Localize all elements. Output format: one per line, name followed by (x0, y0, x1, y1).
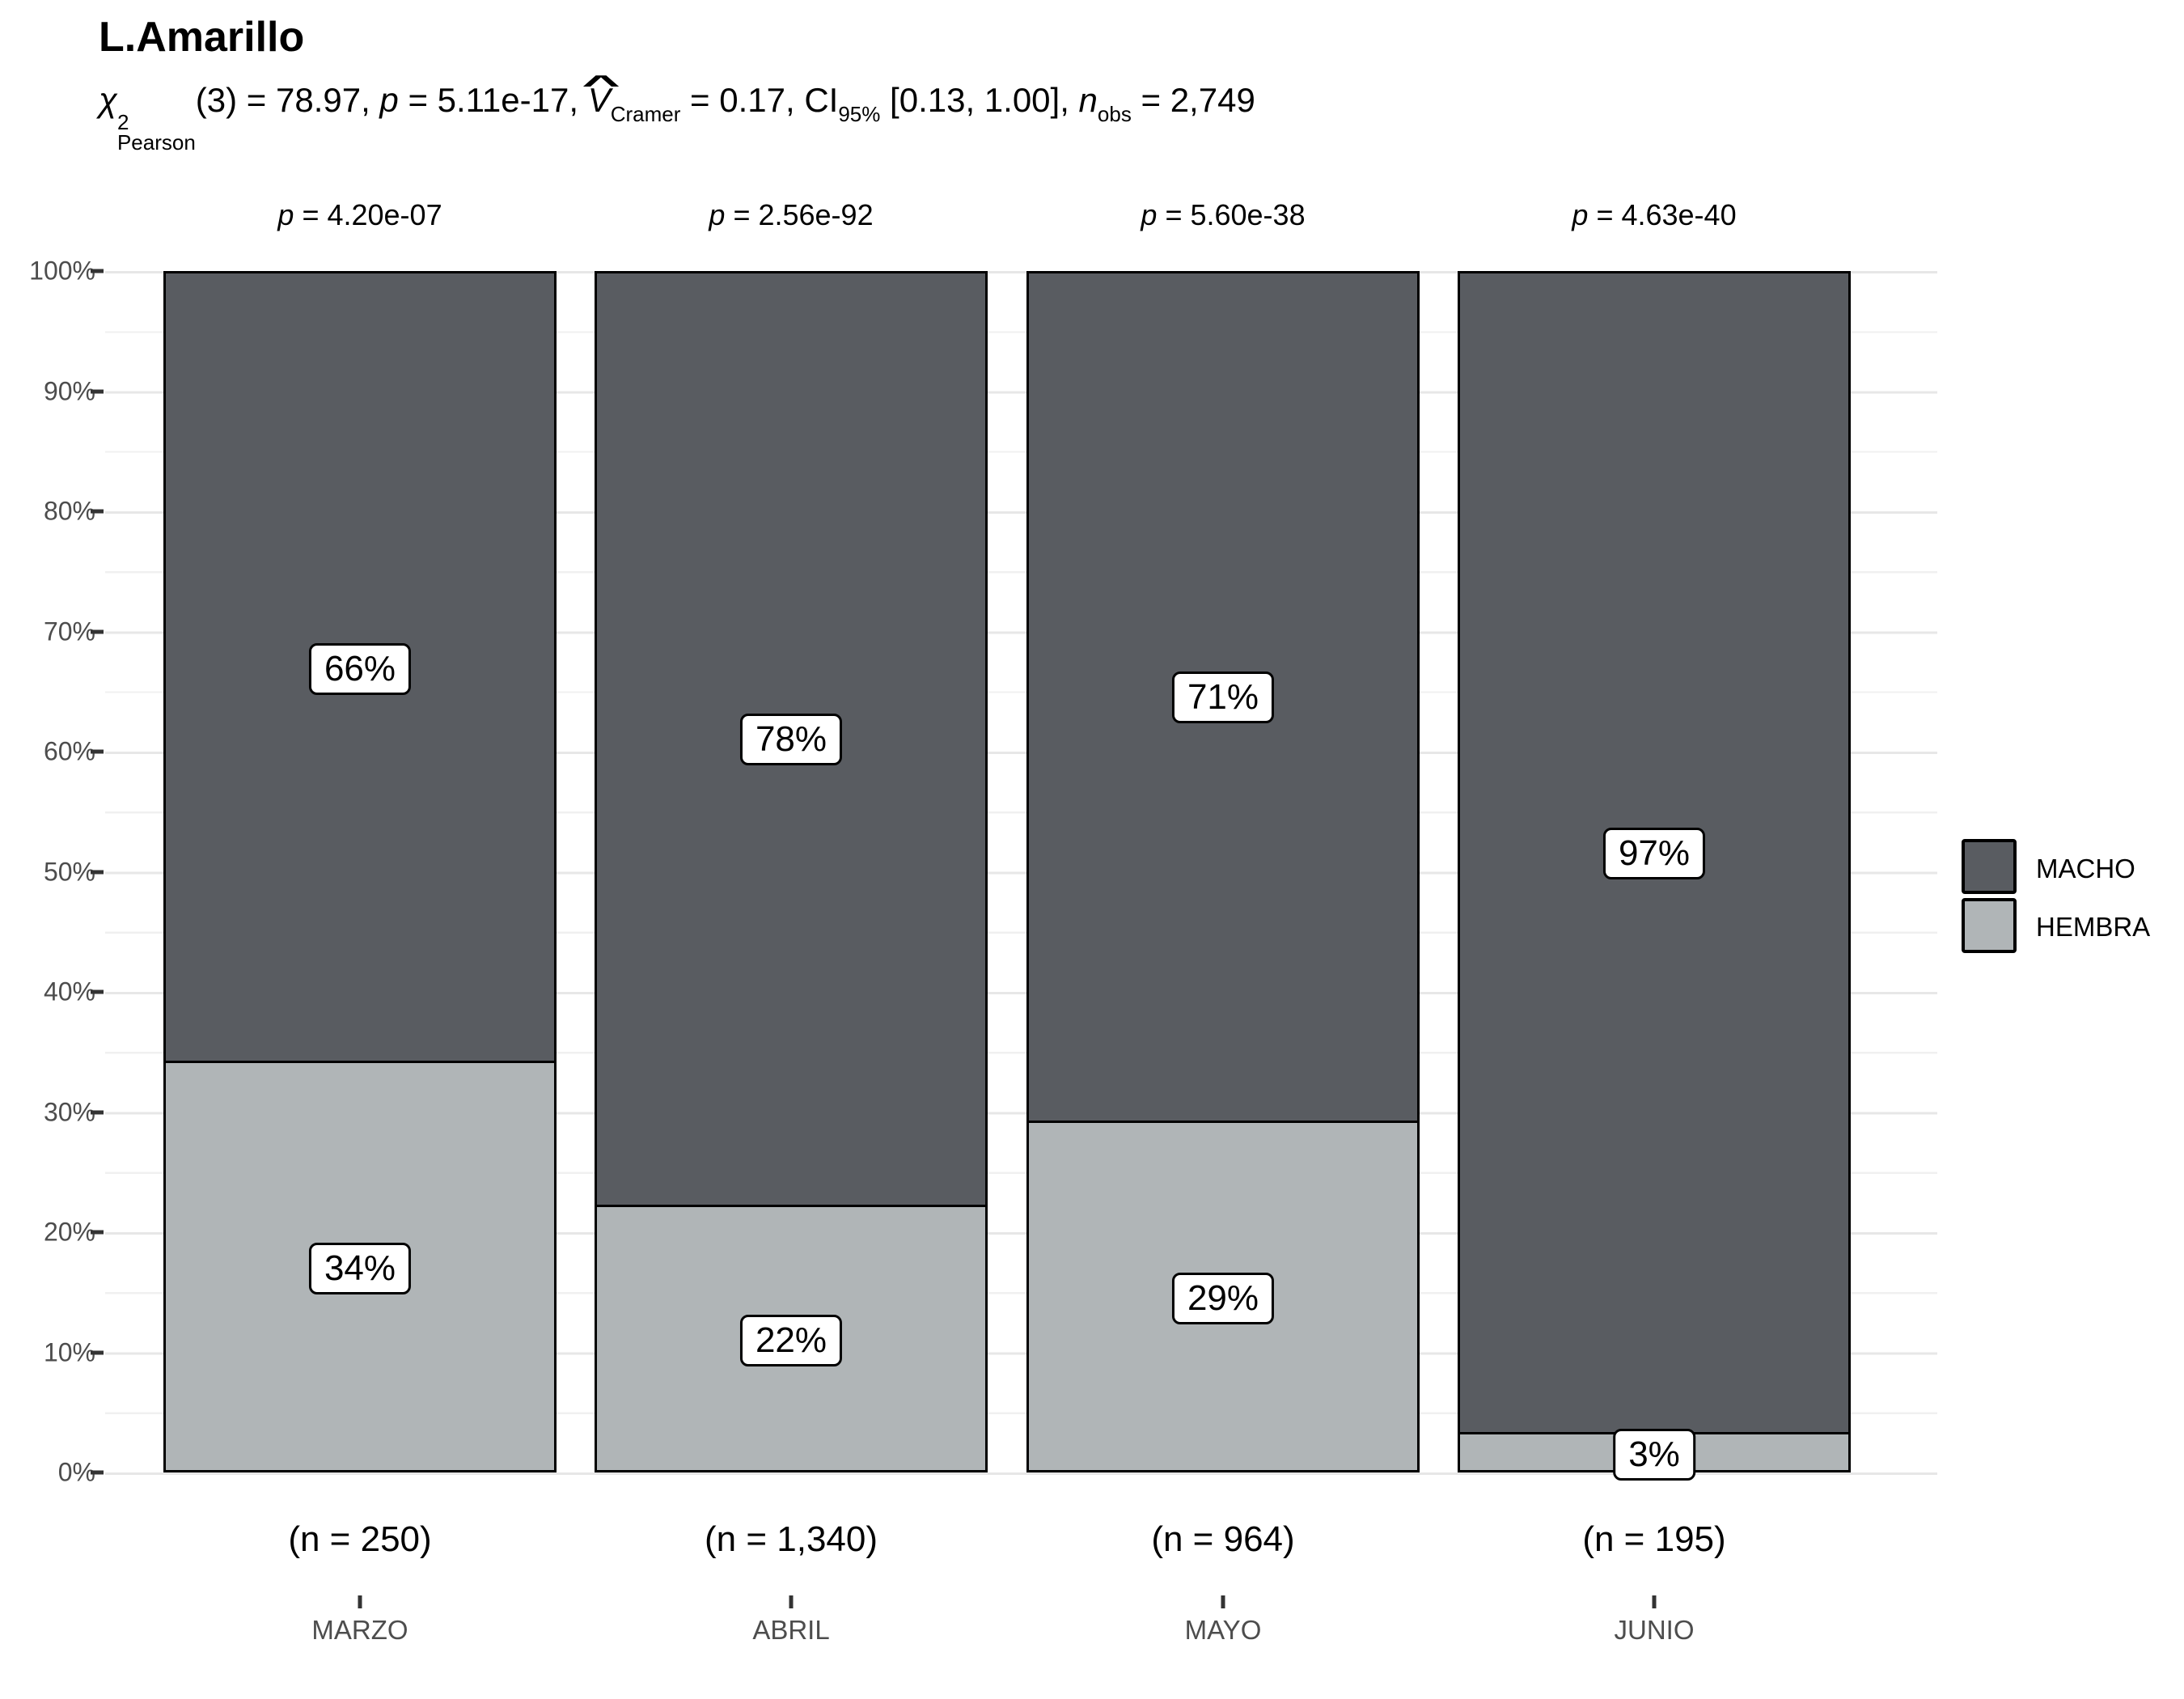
y-tick (91, 509, 104, 514)
y-tick (91, 989, 104, 994)
bar-p-value: p = 5.60e-38 (1141, 198, 1306, 231)
n-value: = 2,749 (1131, 81, 1255, 119)
chi-symbol: χ (99, 81, 117, 119)
cramer-v-symbol: ^ V (582, 70, 620, 123)
y-axis-label: 70% (43, 616, 95, 646)
y-axis-label: 0% (57, 1457, 95, 1487)
sample-size-label: (n = 250) (288, 1519, 432, 1559)
hat-accent: ^ (581, 70, 620, 100)
y-tick (91, 269, 104, 273)
x-tick (1652, 1595, 1657, 1608)
x-axis-label-marzo: MARZO (311, 1615, 408, 1645)
chart-title: L.Amarillo (99, 14, 305, 61)
sample-size-label: (n = 1,340) (704, 1519, 878, 1559)
y-tick (91, 1350, 104, 1354)
y-axis-label: 30% (43, 1097, 95, 1126)
legend-label-hembra: HEMBRA (2036, 912, 2151, 942)
value-label: 29% (1171, 1273, 1275, 1324)
x-tick (789, 1595, 794, 1608)
value-label: 78% (739, 714, 843, 765)
y-tick (91, 1230, 104, 1235)
legend-label-macho: MACHO (2036, 854, 2135, 883)
y-axis-label: 10% (43, 1337, 95, 1366)
n-subscript: obs (1097, 102, 1132, 126)
y-axis-label: 20% (43, 1217, 95, 1247)
bar-abril (595, 271, 988, 1472)
y-axis-label: 80% (43, 496, 95, 526)
value-label: 71% (1171, 672, 1275, 723)
x-axis-label-junio: JUNIO (1614, 1615, 1695, 1645)
ci-interval: [0.13, 1.00], (880, 81, 1079, 119)
x-axis-label-abril: ABRIL (752, 1615, 830, 1645)
y-tick (91, 1110, 104, 1114)
y-tick (91, 749, 104, 754)
y-tick (91, 389, 104, 393)
value-label: 97% (1602, 828, 1706, 879)
x-tick (358, 1595, 362, 1608)
sample-size-label: (n = 195) (1582, 1519, 1726, 1559)
chi-sup-sub: 2 Pearson (117, 112, 196, 153)
value-label: 3% (1613, 1429, 1695, 1481)
bar-p-value: p = 4.20e-07 (277, 198, 442, 231)
chi-superscript: 2 (116, 110, 129, 134)
ci-subscript: 95% (838, 102, 881, 126)
p-value: = 5.11e-17, (398, 81, 588, 119)
cramer-value: = 0.17, (680, 81, 805, 119)
y-axis-label: 40% (43, 977, 95, 1006)
df-statistic: (3) = 78.97, (195, 81, 380, 119)
bar-p-value: p = 4.63e-40 (1572, 198, 1737, 231)
cramer-subscript: Cramer (610, 102, 681, 126)
sample-size-label: (n = 964) (1151, 1519, 1295, 1559)
x-axis-label-mayo: MAYO (1184, 1615, 1262, 1645)
p-symbol: p (379, 81, 399, 119)
value-label: 66% (308, 643, 412, 695)
n-symbol: n (1078, 81, 1098, 119)
y-axis-label: 50% (43, 857, 95, 886)
bar-p-value: p = 2.56e-92 (709, 198, 874, 231)
x-tick (1221, 1595, 1225, 1608)
legend-swatch-hembra (1962, 898, 2017, 953)
value-label: 22% (739, 1315, 843, 1366)
y-tick (91, 629, 104, 633)
value-label: 34% (308, 1243, 412, 1294)
chi-subscript: Pearson (116, 130, 196, 155)
legend-swatch-macho (1962, 839, 2017, 894)
y-tick (91, 1470, 104, 1475)
y-axis-label: 100% (29, 256, 95, 286)
y-tick (91, 870, 104, 874)
ci-label: CI (804, 81, 839, 119)
y-axis-label: 60% (43, 736, 95, 766)
stats-subtitle: χ 2 Pearson (3) = 78.97, p = 5.11e-17, ^ VCr… (99, 70, 1255, 153)
y-axis-label: 90% (43, 376, 95, 405)
